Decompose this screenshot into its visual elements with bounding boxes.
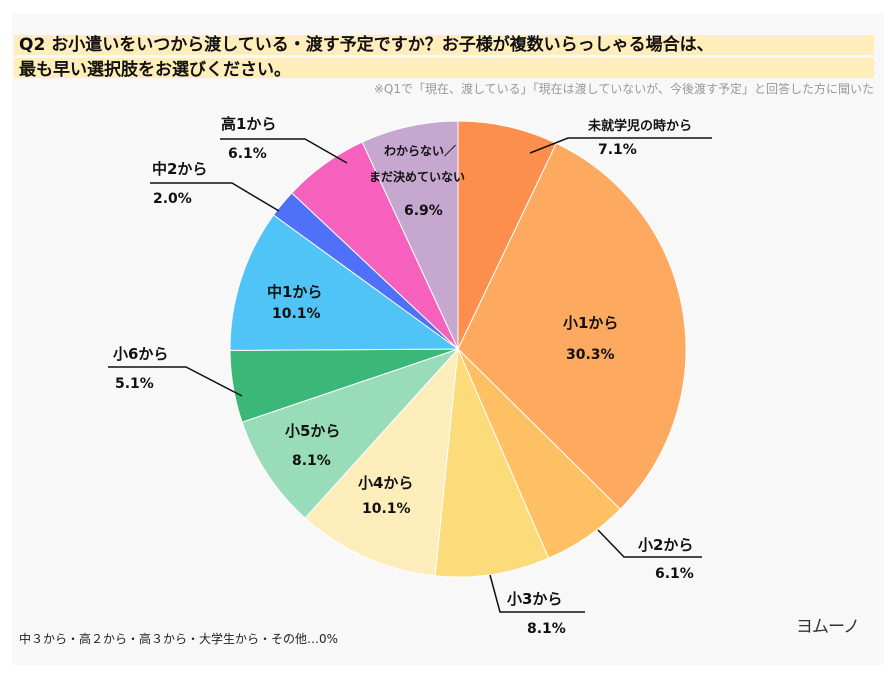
footnote: 中３から・高２から・高３から・大学生から・その他…0% xyxy=(19,632,339,646)
label-grade3: 小3から xyxy=(507,590,563,608)
pie-slice-3 xyxy=(434,347,550,578)
pie-slice-1 xyxy=(457,142,687,510)
leader-line-grade2 xyxy=(597,529,702,558)
label-grade5: 小5から xyxy=(285,422,341,440)
pct-grade4: 10.1% xyxy=(362,501,411,517)
label-grade2: 小2から xyxy=(638,536,694,554)
title-highlight xyxy=(14,35,874,55)
leader-line-preschool xyxy=(529,137,712,154)
pie-slice-4 xyxy=(304,347,459,577)
label-undecided-2: まだ決めていない xyxy=(369,170,466,184)
pct-grade1: 30.3% xyxy=(566,347,615,363)
pie-slice-5 xyxy=(241,347,460,519)
pie-slice-7 xyxy=(229,214,460,351)
title-highlight xyxy=(14,58,874,78)
chart-subtitle: ※Q1で「現在、渡している」「現在は渡していないが、今後渡す予定」と回答した方に… xyxy=(373,82,874,96)
pct-grade2: 6.1% xyxy=(655,566,694,582)
pct-grade6: 5.1% xyxy=(115,376,154,392)
label-hs1: 高1から xyxy=(221,115,277,133)
label-jh2: 中2から xyxy=(152,160,208,178)
chart-title-line2: 最も早い選択肢をお選びください。 xyxy=(19,60,291,80)
label-jh1: 中1から xyxy=(267,283,323,301)
pct-grade5: 8.1% xyxy=(292,453,331,469)
label-grade1: 小1から xyxy=(563,314,619,332)
label-grade6: 小6から xyxy=(113,345,169,363)
pct-undecided: 6.9% xyxy=(404,203,443,219)
logo: ヨムーノ xyxy=(796,617,860,637)
leader-line-grade3 xyxy=(489,574,585,613)
leader-line-grade6 xyxy=(108,366,243,397)
label-undecided-1: わからない／ xyxy=(384,144,457,158)
label-grade4: 小4から xyxy=(358,474,414,492)
leader-line-hs1 xyxy=(220,138,348,164)
pct-hs1: 6.1% xyxy=(228,146,267,162)
chart-title-line1: Q2 お小遣いをいつから渡している・渡す予定ですか？お子様が複数いらっしゃる場合… xyxy=(19,35,714,55)
label-preschool: 未就学児の時から xyxy=(588,119,693,134)
pct-jh2: 2.0% xyxy=(153,191,192,207)
pct-jh1: 10.1% xyxy=(272,306,321,322)
pct-preschool: 7.1% xyxy=(598,142,637,158)
pie-slice-10 xyxy=(361,120,459,350)
pct-grade3: 8.1% xyxy=(527,621,566,637)
leader-line-jh2 xyxy=(150,182,280,212)
